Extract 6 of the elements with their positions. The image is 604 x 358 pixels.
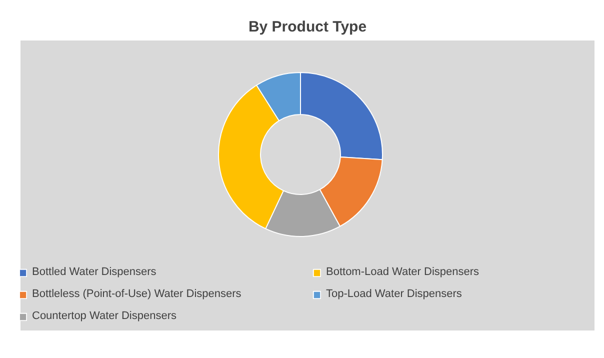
legend-label: Countertop Water Dispensers — [32, 310, 178, 322]
legend-label: Bottleless (Point-of-Use) Water Dispensers — [32, 288, 242, 300]
chart-title: By Product Type — [248, 18, 367, 36]
legend-label: Top-Load Water Dispensers — [326, 288, 463, 300]
legend-label: Bottom-Load Water Dispensers — [326, 266, 480, 278]
legend-label: Bottled Water Dispensers — [32, 266, 158, 278]
